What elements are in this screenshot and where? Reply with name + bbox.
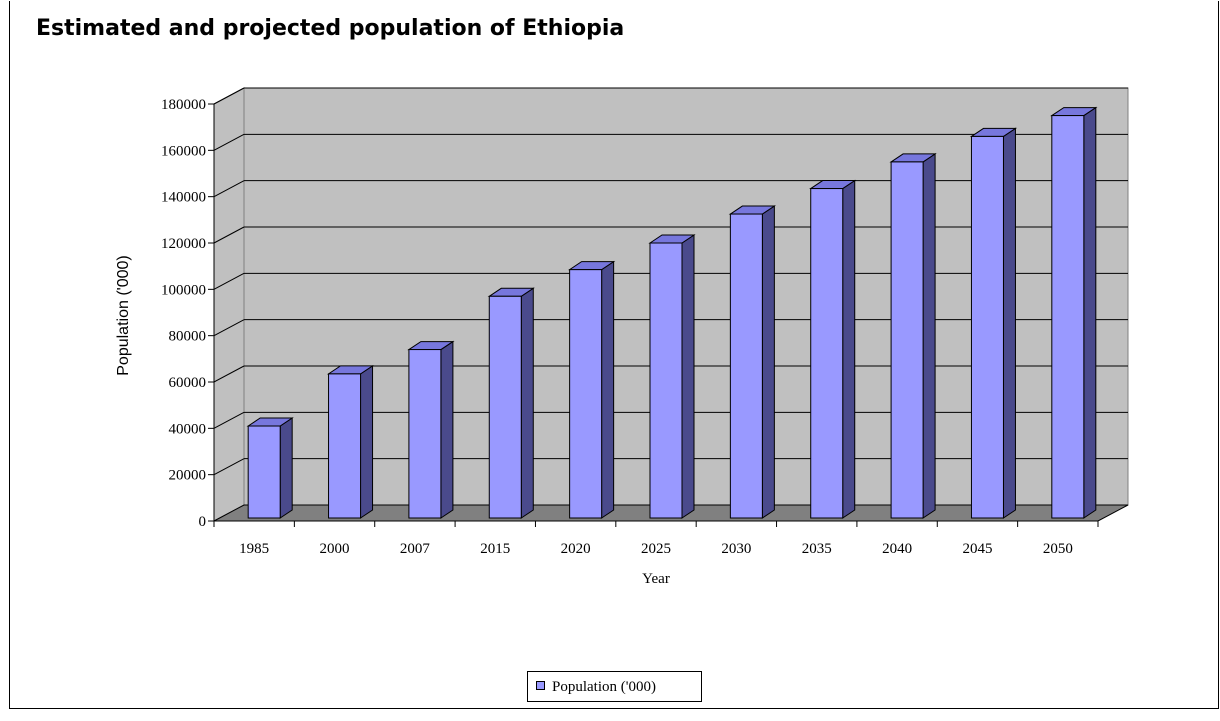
x-tick-label: 2050 (1043, 541, 1073, 557)
bar-side (1002, 127, 1016, 519)
y-tick-label: 120000 (161, 236, 206, 252)
bar-side (1083, 106, 1097, 519)
bar (890, 161, 924, 519)
x-tick-label: 2000 (320, 541, 350, 557)
y-tick-label: 0 (199, 514, 207, 530)
gridline-side (213, 133, 245, 151)
bar-side (601, 260, 615, 519)
bar (328, 373, 362, 519)
x-tick-label: 2007 (400, 541, 431, 557)
bar (649, 242, 683, 519)
bar-side (681, 234, 695, 519)
y-tick-label: 160000 (161, 143, 206, 159)
gridline-side (213, 272, 245, 290)
bar (247, 425, 281, 519)
bar-side (842, 179, 856, 519)
x-tick-label: 2045 (962, 541, 992, 557)
x-tick-label: 2040 (882, 541, 912, 557)
gridline-side (213, 365, 245, 383)
gridline-side (213, 319, 245, 337)
bar (569, 269, 603, 519)
bar-side (279, 417, 293, 519)
x-tick-label: 2035 (802, 541, 832, 557)
bar-side (520, 287, 534, 519)
bar (488, 295, 522, 519)
chart-title: Estimated and projected population of Et… (36, 16, 625, 41)
y-tick-label: 140000 (161, 190, 206, 206)
y-tick-label: 60000 (169, 375, 207, 391)
x-tick-label: 2020 (561, 541, 591, 557)
bar (729, 213, 763, 519)
y-tick-label: 40000 (169, 421, 207, 437)
bar (408, 349, 442, 519)
gridline-side (213, 458, 245, 476)
bar (810, 188, 844, 519)
side-wall (213, 87, 245, 522)
bar (1051, 115, 1085, 519)
gridline-side (213, 87, 245, 105)
y-tick-label: 20000 (169, 468, 207, 484)
y-tick-label: 80000 (169, 329, 207, 345)
x-tick-label: 2015 (480, 541, 510, 557)
y-tick-label: 180000 (161, 97, 206, 113)
gridline-side (213, 180, 245, 198)
x-axis-title: Year (642, 571, 670, 587)
bar-side (761, 205, 775, 519)
x-tick-label: 1985 (239, 541, 269, 557)
bar-side (360, 364, 374, 519)
bar-side (440, 340, 454, 519)
bar-side (922, 152, 936, 519)
bar (970, 135, 1004, 519)
x-tick-label: 2025 (641, 541, 671, 557)
legend-label: Population ('000) (552, 679, 656, 695)
gridline-side (213, 411, 245, 429)
legend: Population ('000) (527, 671, 702, 702)
y-axis-title: Population ('000) (115, 255, 132, 375)
legend-swatch (536, 681, 545, 690)
y-tick-label: 100000 (161, 282, 206, 298)
x-tick-label: 2030 (721, 541, 751, 557)
gridline-side (213, 226, 245, 244)
